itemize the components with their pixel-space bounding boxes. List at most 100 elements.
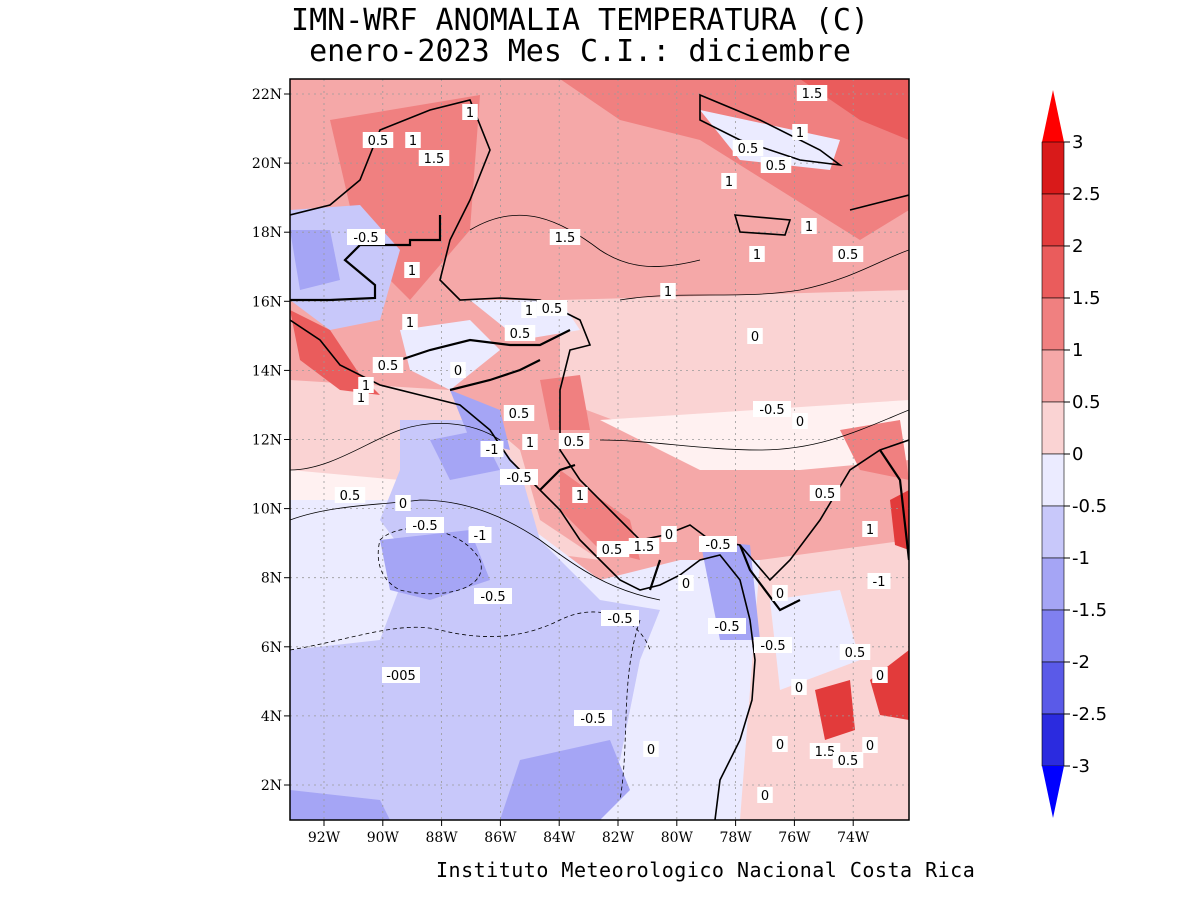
svg-text:1: 1	[409, 134, 417, 149]
lat-tick-label: 4N	[261, 709, 282, 725]
svg-text:0: 0	[776, 738, 784, 753]
lat-tick-label: 6N	[261, 640, 282, 656]
svg-text:1: 1	[725, 175, 733, 190]
svg-text:1: 1	[362, 379, 370, 394]
lat-tick-label: 12N	[252, 433, 282, 449]
map-gridlines	[290, 79, 909, 820]
colorbar-label: 2	[1072, 236, 1083, 257]
contour-label: 0.5	[839, 644, 871, 661]
colorbar-segment	[1041, 349, 1065, 403]
svg-text:0.5: 0.5	[838, 248, 859, 263]
colorbar-label: 0	[1072, 444, 1083, 465]
svg-text:1: 1	[664, 285, 672, 300]
svg-text:0.5: 0.5	[766, 159, 787, 174]
country-borders	[290, 215, 909, 612]
contour-label: -0.5	[708, 618, 746, 635]
colorbar-label: 2.5	[1072, 184, 1101, 205]
svg-text:0: 0	[751, 330, 759, 345]
colorbar-segment	[1041, 245, 1065, 299]
contour-label: 0	[757, 787, 773, 804]
contour-label: 0	[792, 413, 808, 430]
contour-label: 0.5	[760, 157, 792, 174]
contour-label: 1	[522, 434, 538, 451]
contour-label: 1	[358, 377, 374, 394]
colorbar-top-arrow	[1042, 90, 1064, 142]
colorbar-segment	[1041, 141, 1065, 195]
colorbar-label: 1.5	[1072, 288, 1101, 309]
contour-label: 1.5	[809, 743, 841, 760]
lat-tick-label: 10N	[252, 502, 282, 518]
contour-label: -0.5	[406, 517, 444, 534]
contour-label: 1	[404, 262, 420, 279]
svg-text:1: 1	[525, 304, 533, 319]
colorbar-segment	[1041, 609, 1065, 663]
contour-label: 0.5	[334, 487, 366, 504]
svg-text:0: 0	[761, 789, 769, 804]
contour-label: 0.5	[372, 357, 404, 374]
colorbar-segment	[1041, 193, 1065, 247]
svg-text:0: 0	[682, 577, 690, 592]
svg-text:1: 1	[753, 248, 761, 263]
contour-label: 1	[462, 104, 478, 121]
contour-label: -1	[480, 441, 504, 458]
lat-tick-label: 2N	[261, 778, 282, 794]
lon-tick-label: 78W	[719, 830, 752, 846]
colorbar-segment	[1041, 505, 1065, 559]
svg-text:0.5: 0.5	[510, 327, 531, 342]
svg-text:1.5: 1.5	[424, 152, 445, 167]
contour-label: 0.5	[504, 325, 536, 342]
institution-credit: Instituto Meteorologico Nacional Costa R…	[436, 858, 976, 882]
contour-label: 0.5	[503, 405, 535, 422]
colorbar-label: -0.5	[1072, 496, 1107, 517]
svg-text:0: 0	[866, 739, 874, 754]
svg-text:1.5: 1.5	[555, 231, 576, 246]
svg-text:0: 0	[796, 415, 804, 430]
lon-tick-label: 84W	[543, 830, 576, 846]
contour-label: 0.5	[596, 541, 628, 558]
svg-text:0.5: 0.5	[738, 142, 759, 157]
svg-text:-0.5: -0.5	[353, 231, 378, 246]
contour-label: 0	[791, 679, 807, 696]
svg-text:1: 1	[466, 106, 474, 121]
contour-label: -0.5	[347, 229, 385, 246]
lon-tick-label: 76W	[778, 830, 811, 846]
colorbar-segment	[1041, 661, 1065, 715]
map-title-line2: enero-2023 Mes C.I.: diciembre	[309, 34, 851, 69]
svg-text:1: 1	[406, 316, 414, 331]
svg-text:1: 1	[796, 126, 804, 141]
svg-text:1: 1	[866, 523, 874, 538]
lon-tick-label: 90W	[367, 830, 400, 846]
contour-label: 0.5	[362, 132, 394, 149]
contour-label: 0	[872, 667, 888, 684]
contour-label: 0	[678, 575, 694, 592]
contour-label: 0	[643, 741, 659, 758]
latitude-ticks: 22N 20N 18N 16N 14N 12N 10N 8N 6N 4N 2N	[252, 87, 290, 794]
lat-tick-label: 14N	[252, 363, 282, 379]
contour-label: 1	[792, 124, 808, 141]
contour-label: -0.5	[601, 610, 639, 627]
longitude-ticks: 92W 90W 88W 86W 84W 82W 80W 78W 76W 74W	[308, 820, 870, 846]
lon-tick-label: 74W	[837, 830, 870, 846]
svg-text:0.5: 0.5	[378, 359, 399, 374]
lon-tick-label: 86W	[484, 830, 517, 846]
svg-text:0: 0	[647, 743, 655, 758]
contour-label: -0.5	[754, 637, 792, 654]
contour-label: 0	[395, 495, 411, 512]
contour-label: 0	[772, 585, 788, 602]
svg-text:1: 1	[576, 489, 584, 504]
contour-labels: 1.5 1 0.5 1 1.5 1 1 1.5 0.5 0.5 1 1 1 -0.5 1 1 0.5 1 1 0.5 0…	[334, 85, 891, 804]
lat-tick-label: 20N	[252, 156, 282, 172]
svg-text:0.5: 0.5	[564, 435, 585, 450]
svg-text:-0.5: -0.5	[714, 620, 739, 635]
svg-text:-005: -005	[386, 669, 416, 684]
svg-text:0: 0	[776, 587, 784, 602]
svg-text:-1: -1	[873, 575, 886, 590]
svg-text:1.5: 1.5	[634, 540, 655, 555]
colorbar-label: -1	[1072, 548, 1090, 569]
svg-text:0.5: 0.5	[845, 646, 866, 661]
colorbar-label: -1.5	[1072, 600, 1107, 621]
contour-label: 1.5	[549, 229, 581, 246]
map-title-line1: IMN-WRF ANOMALIA TEMPERATURA (C)	[291, 3, 869, 38]
contour-label: -005	[382, 667, 420, 684]
